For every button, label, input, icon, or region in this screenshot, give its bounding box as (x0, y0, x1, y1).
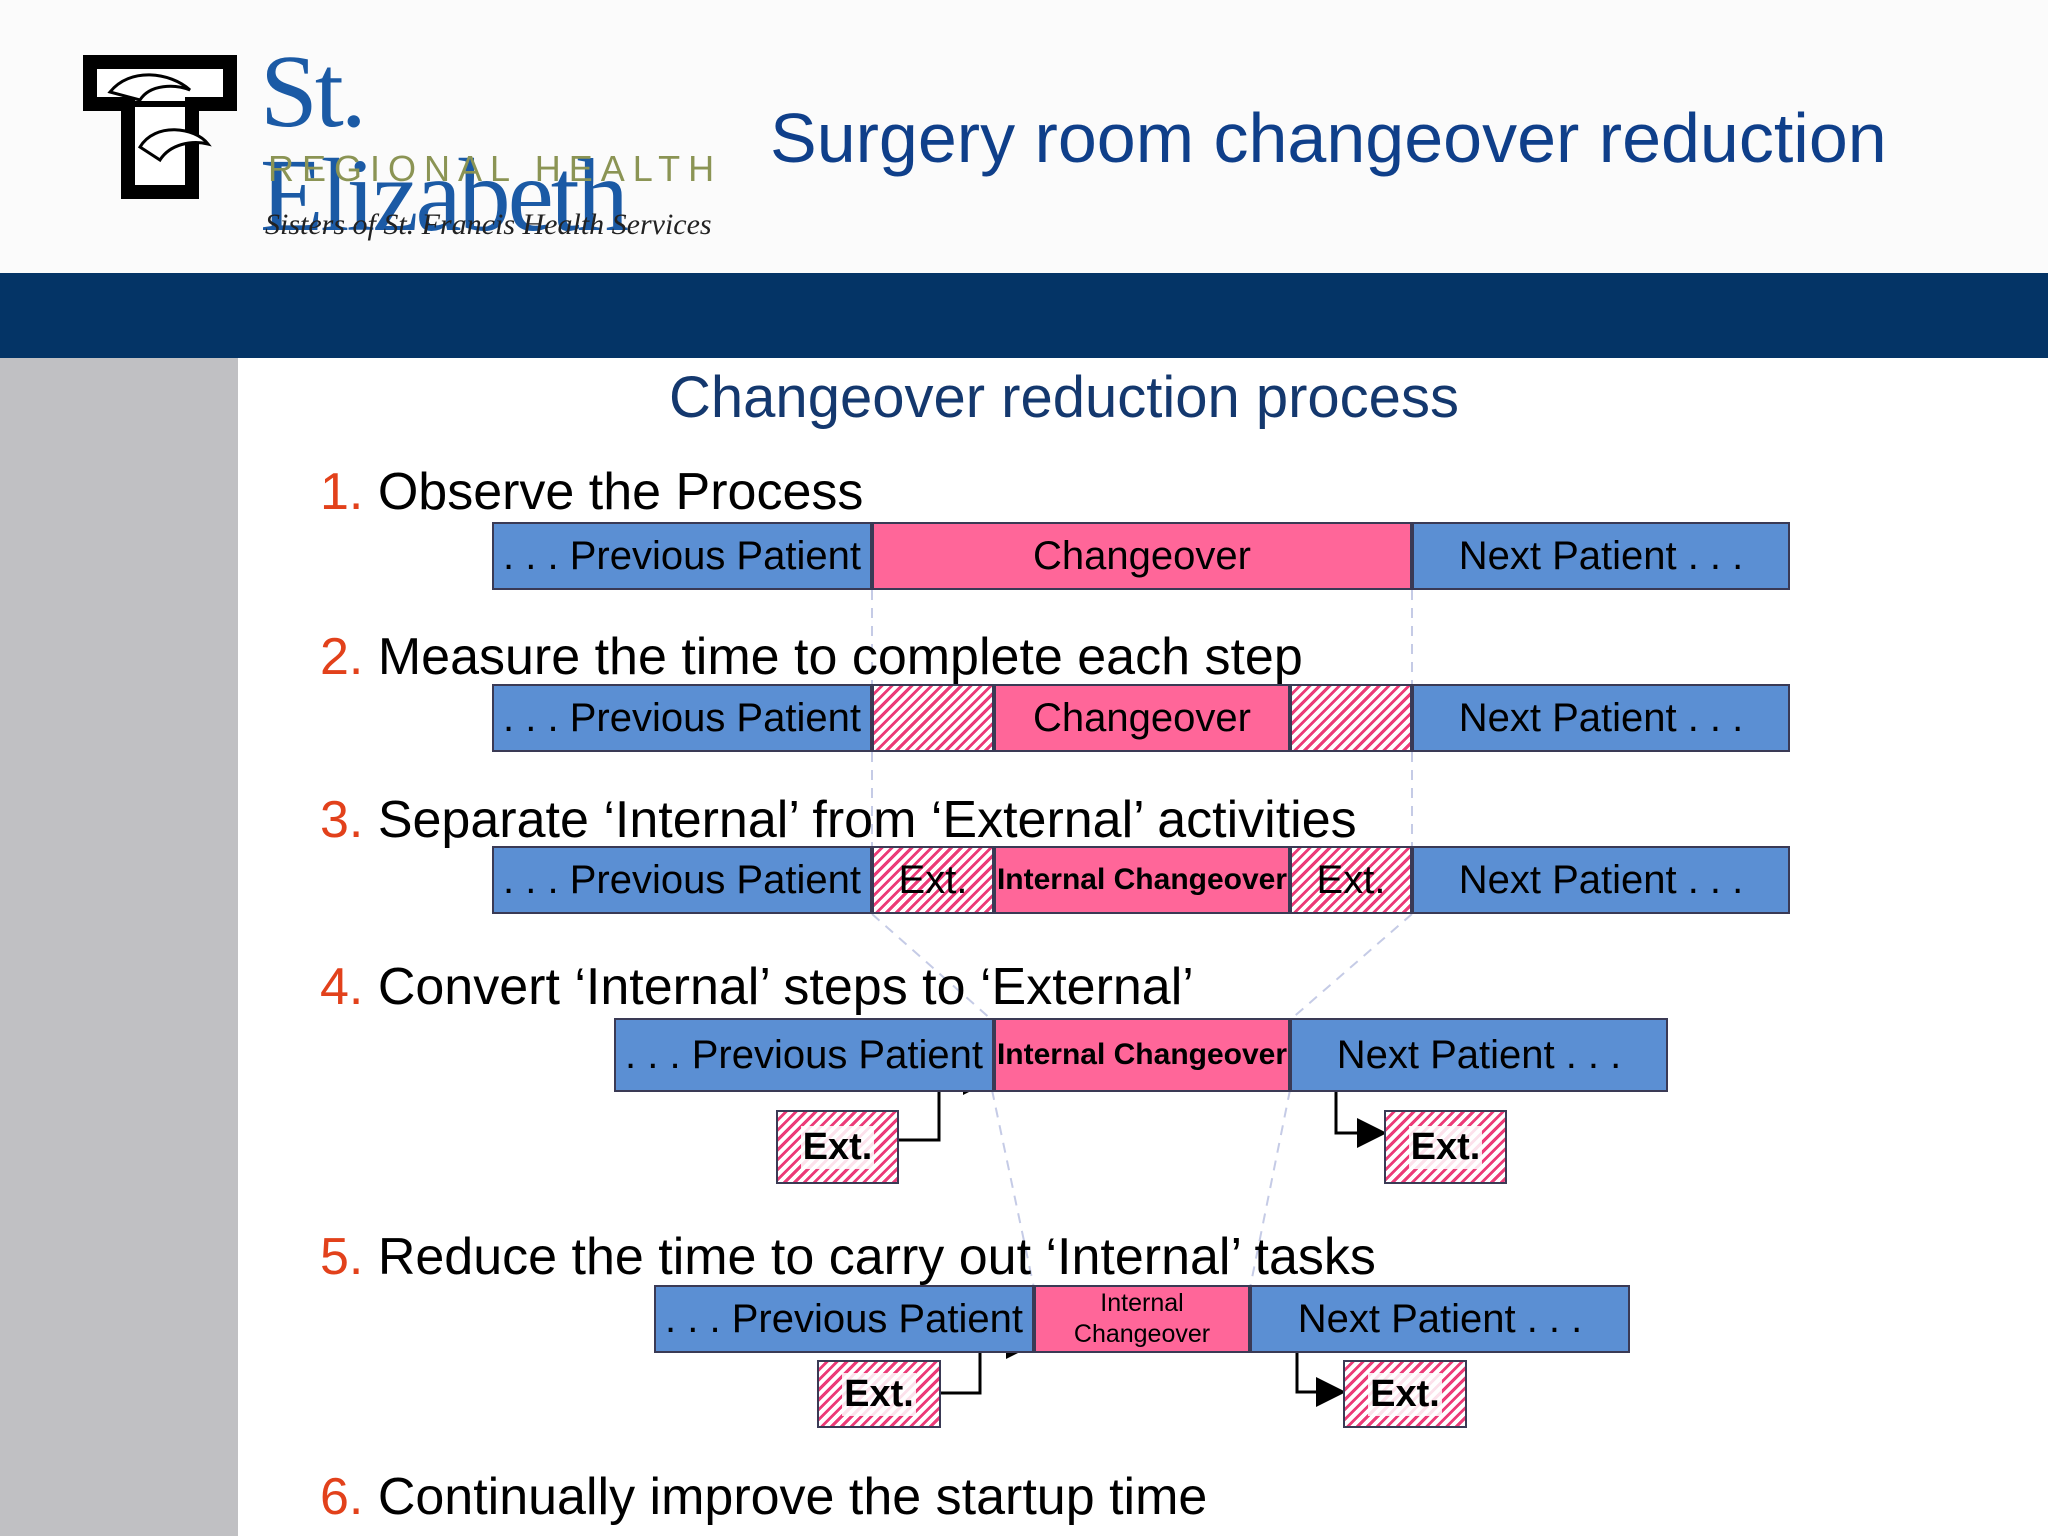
changeover-segment: Changeover (994, 684, 1290, 752)
segment-label: Changeover (1073, 1320, 1211, 1348)
external-label: Ext. (1408, 1125, 1483, 1169)
changeover-segment: Changeover (872, 522, 1412, 590)
step-number: 5. (320, 1228, 364, 1286)
segment-label: . . . Previous Patient (665, 1296, 1023, 1341)
segment-label: Internal (1100, 1288, 1184, 1317)
step-number: 2. (320, 628, 364, 686)
step-3: 3. Separate ‘Internal’ from ‘External’ a… (320, 790, 1357, 850)
internal-changeover-segment: Internal Changeover (1034, 1285, 1250, 1353)
external-label: Ext. (1368, 1372, 1442, 1416)
segment-label: . . . Previous Patient (503, 857, 861, 902)
logo-tagline: REGIONAL HEALTH (268, 148, 723, 189)
internal-changeover-segment: Internal Changeover (994, 846, 1290, 914)
external-box: Ext. (1384, 1110, 1507, 1184)
step-number: 6. (320, 1468, 364, 1526)
segment-label: Next Patient . . . (1458, 857, 1744, 902)
segment-label: Next Patient . . . (1458, 695, 1744, 740)
previous-patient-segment: . . . Previous Patient (614, 1018, 994, 1092)
segment-label: . . . Previous Patient (625, 1032, 983, 1077)
external-box: Ext. (776, 1110, 899, 1184)
segment-label: . . . Previous Patient (503, 695, 861, 740)
segment-label: Next Patient . . . (1297, 1296, 1583, 1341)
step-text: Separate ‘Internal’ from ‘External’ acti… (377, 791, 1357, 849)
external-box: Ext. (1343, 1360, 1467, 1428)
external-label: Ext. (800, 1125, 875, 1169)
segment-label: Ext. (898, 857, 968, 902)
previous-patient-segment: . . . Previous Patient (492, 846, 872, 914)
next-patient-segment: Next Patient . . . (1250, 1285, 1630, 1353)
step-4: 4. Convert ‘Internal’ steps to ‘External… (320, 957, 1194, 1017)
step-text: Reduce the time to carry out ‘Internal’ … (377, 1228, 1376, 1286)
external-segment: Ext. (872, 846, 994, 914)
step-5: 5. Reduce the time to carry out ‘Interna… (320, 1227, 1376, 1287)
segment-label: Ext. (1316, 857, 1386, 902)
external-segment: Ext. (1290, 846, 1412, 914)
next-patient-segment: Next Patient . . . (1412, 846, 1790, 914)
step-6: 6. Continually improve the startup time (320, 1467, 1207, 1527)
cross-hands-icon (83, 55, 237, 199)
step-2: 2. Measure the time to complete each ste… (320, 627, 1303, 687)
segment-label: Changeover (1033, 695, 1251, 740)
segment-label: Internal Changeover (996, 863, 1288, 896)
next-patient-segment: Next Patient . . . (1412, 522, 1790, 590)
previous-patient-segment: . . . Previous Patient (492, 684, 872, 752)
step-text: Measure the time to complete each step (377, 628, 1303, 686)
segment-label: . . . Previous Patient (503, 533, 861, 578)
previous-patient-segment: . . . Previous Patient (654, 1285, 1034, 1353)
external-box: Ext. (817, 1360, 941, 1428)
step-1: 1. Observe the Process (320, 462, 863, 522)
header-divider-bar (0, 273, 2048, 358)
logo-name: St. Elizabeth (260, 34, 629, 253)
segment-label: Next Patient . . . (1336, 1032, 1622, 1077)
step-text: Continually improve the startup time (377, 1468, 1208, 1526)
step-text: Convert ‘Internal’ steps to ‘External’ (377, 958, 1194, 1016)
step-text: Observe the Process (377, 463, 864, 521)
segment-label: Internal Changeover (996, 1038, 1288, 1071)
slide-heading: Changeover reduction process (669, 365, 1459, 430)
page-title: Surgery room changeover reduction (770, 99, 1887, 177)
next-patient-segment: Next Patient . . . (1412, 684, 1790, 752)
step-number: 4. (320, 958, 364, 1016)
next-patient-segment: Next Patient . . . (1290, 1018, 1668, 1092)
header-band (0, 0, 2048, 273)
previous-patient-segment: . . . Previous Patient (492, 522, 872, 590)
segment-label: Next Patient . . . (1458, 533, 1744, 578)
left-gray-sidebar (0, 358, 238, 1536)
segment-label: Changeover (1033, 533, 1251, 578)
logo-subtitle: Sisters of St. Francis Health Services (265, 208, 712, 241)
external-label: Ext. (842, 1372, 916, 1416)
hatched-segment (1290, 684, 1412, 752)
step-number: 3. (320, 791, 364, 849)
hatched-segment (872, 684, 994, 752)
internal-changeover-segment: Internal Changeover (994, 1018, 1290, 1092)
step-number: 1. (320, 463, 364, 521)
logo: St. Elizabeth REGIONAL HEALTH Sisters of… (80, 40, 730, 255)
